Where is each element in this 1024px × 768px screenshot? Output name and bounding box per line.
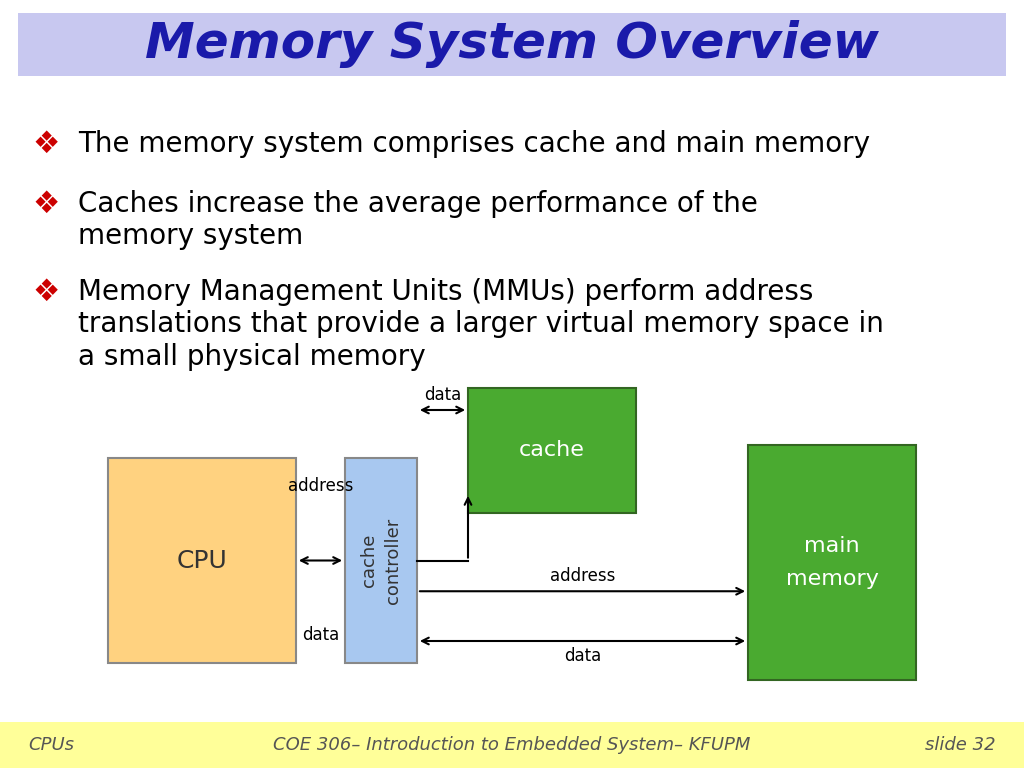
Bar xyxy=(748,445,916,680)
Text: data: data xyxy=(424,386,461,404)
Text: cache
controller: cache controller xyxy=(360,518,401,604)
Bar xyxy=(18,13,1006,76)
Text: ❖: ❖ xyxy=(32,130,59,159)
Text: address: address xyxy=(550,568,615,585)
Text: CPU: CPU xyxy=(176,548,227,572)
Text: data: data xyxy=(564,647,601,665)
Text: Caches increase the average performance of the
memory system: Caches increase the average performance … xyxy=(78,190,758,250)
Bar xyxy=(108,458,296,663)
Text: main
memory: main memory xyxy=(785,536,879,589)
Text: Memory Management Units (MMUs) perform address
translations that provide a large: Memory Management Units (MMUs) perform a… xyxy=(78,278,884,371)
Text: ❖: ❖ xyxy=(32,190,59,219)
Bar xyxy=(345,458,417,663)
Text: ❖: ❖ xyxy=(32,278,59,307)
FancyArrowPatch shape xyxy=(422,637,742,644)
Text: cache: cache xyxy=(519,441,585,461)
FancyArrowPatch shape xyxy=(422,407,463,413)
Bar xyxy=(0,722,1024,768)
Text: COE 306– Introduction to Embedded System– KFUPM: COE 306– Introduction to Embedded System… xyxy=(273,736,751,754)
Text: data: data xyxy=(302,626,339,644)
Text: CPUs: CPUs xyxy=(28,736,74,754)
FancyArrowPatch shape xyxy=(465,498,471,558)
Text: slide 32: slide 32 xyxy=(926,736,996,754)
FancyArrowPatch shape xyxy=(420,588,742,594)
Text: The memory system comprises cache and main memory: The memory system comprises cache and ma… xyxy=(78,130,870,158)
Text: address: address xyxy=(288,477,353,495)
FancyArrowPatch shape xyxy=(301,557,340,564)
Bar xyxy=(468,388,636,513)
Text: Memory System Overview: Memory System Overview xyxy=(145,20,879,68)
